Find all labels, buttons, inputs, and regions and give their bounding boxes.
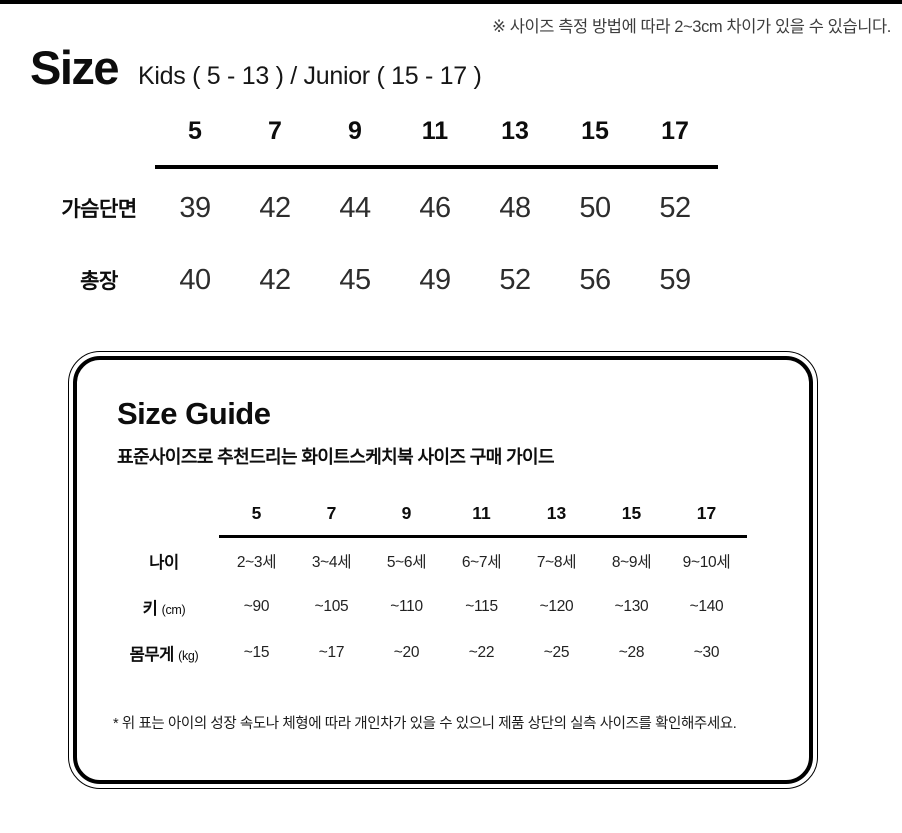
size-title: Size [30,41,120,94]
guide-column-header: 17 [696,502,717,523]
guide-table-divider-row [109,535,809,538]
table-cell: 6~7세 [461,554,502,571]
header-divider-line [155,165,718,169]
row-label: 가슴단면 [61,198,137,221]
row-label-text: 몸무게 [129,646,175,664]
size-column-header: 13 [501,116,529,145]
size-column-header: 7 [268,116,282,145]
row-label: 총장 [80,270,118,293]
table-cell: 9~10세 [682,554,731,571]
row-label-unit: (cm) [161,603,186,617]
table-cell: ~110 [390,598,423,615]
table-cell: ~28 [618,644,645,661]
guide-column-header: 13 [546,502,567,523]
row-label: 몸무게 (kg) [109,641,219,665]
table-cell: 5~6세 [386,554,427,571]
table-cell: ~130 [614,598,649,615]
table-cell: 50 [579,191,611,224]
guide-row-age: 나이 2~3세 3~4세 5~6세 6~7세 7~8세 8~9세 9~10세 [109,538,809,584]
guide-column-header: 9 [401,502,412,523]
table-cell: 48 [499,191,531,224]
table-cell: 52 [499,263,531,296]
size-table-header-row: 5 7 9 11 13 15 17 [43,109,902,153]
table-cell: 52 [659,191,691,224]
table-cell: 59 [659,263,691,296]
table-cell: 7~8세 [536,554,577,571]
row-label: 나이 [109,549,219,573]
table-cell: ~22 [468,644,495,661]
table-cell: ~25 [543,644,570,661]
table-cell: ~30 [693,644,720,661]
row-label-text: 키 [142,600,158,618]
top-border-bar [0,0,902,4]
row-label: 키 (cm) [109,595,219,619]
size-column-header: 11 [421,116,449,145]
table-cell: ~140 [689,598,724,615]
guide-header-divider-line [219,535,747,538]
size-guide-box-inner: Size Guide 표준사이즈로 추천드리는 화이트스케치북 사이즈 구매 가… [73,356,813,784]
size-guide-footnote: * 위 표는 아이의 성장 속도나 체형에 따라 개인차가 있을 수 있으니 제… [113,716,737,732]
size-column-header: 9 [348,116,362,145]
guide-column-header: 7 [326,502,337,523]
table-cell: ~115 [465,598,498,615]
measurement-disclaimer: ※ 사이즈 측정 방법에 따라 2~3cm 차이가 있을 수 있습니다. [492,18,891,36]
table-cell: 2~3세 [236,554,277,571]
table-cell: 40 [179,263,211,296]
table-cell: 42 [259,263,291,296]
table-cell: 42 [259,191,291,224]
size-guide-box: Size Guide 표준사이즈로 추천드리는 화이트스케치북 사이즈 구매 가… [68,351,818,789]
size-section-header: Size Kids ( 5 - 13 ) / Junior ( 15 - 17 … [30,40,902,95]
row-label-unit: (kg) [178,649,199,663]
size-guide-subtitle: 표준사이즈로 추천드리는 화이트스케치북 사이즈 구매 가이드 [117,447,555,467]
divider-spacer [109,535,219,538]
guide-row-height: 키 (cm) ~90 ~105 ~110 ~115 ~120 ~130 ~140 [109,584,809,630]
table-cell: 49 [419,263,451,296]
table-cell: 56 [579,263,611,296]
size-table-divider-row [43,165,902,169]
size-table: 5 7 9 11 13 15 17 가슴단면 39 42 44 46 48 50… [43,109,902,313]
table-cell: 39 [179,191,211,224]
guide-column-header: 15 [621,502,642,523]
table-row-chest: 가슴단면 39 42 44 46 48 50 52 [43,175,902,241]
guide-column-header: 11 [472,502,491,523]
guide-row-weight: 몸무게 (kg) ~15 ~17 ~20 ~22 ~25 ~28 ~30 [109,630,809,676]
divider-spacer [43,165,155,169]
size-column-header: 15 [581,116,609,145]
table-cell: 3~4세 [311,554,352,571]
table-cell: ~90 [243,598,270,615]
table-cell: ~17 [318,644,345,661]
table-cell: ~105 [314,598,349,615]
size-column-header: 5 [188,116,202,145]
table-cell: ~15 [243,644,270,661]
table-cell: 45 [339,263,371,296]
guide-column-header: 5 [251,502,262,523]
table-cell: ~120 [539,598,574,615]
guide-table-header-row: 5 7 9 11 13 15 17 [109,499,809,527]
row-label-text: 나이 [149,554,179,572]
size-range-subtitle: Kids ( 5 - 13 ) / Junior ( 15 - 17 ) [138,62,482,90]
size-column-header: 17 [661,116,689,145]
table-row-length: 총장 40 42 45 49 52 56 59 [43,247,902,313]
table-cell: 46 [419,191,451,224]
table-cell: ~20 [393,644,420,661]
size-guide-table: 5 7 9 11 13 15 17 나이 2~3세 3~4세 5~6세 6~7세… [109,499,809,676]
table-cell: 44 [339,191,371,224]
table-cell: 8~9세 [611,554,652,571]
size-guide-title: Size Guide [117,396,271,431]
